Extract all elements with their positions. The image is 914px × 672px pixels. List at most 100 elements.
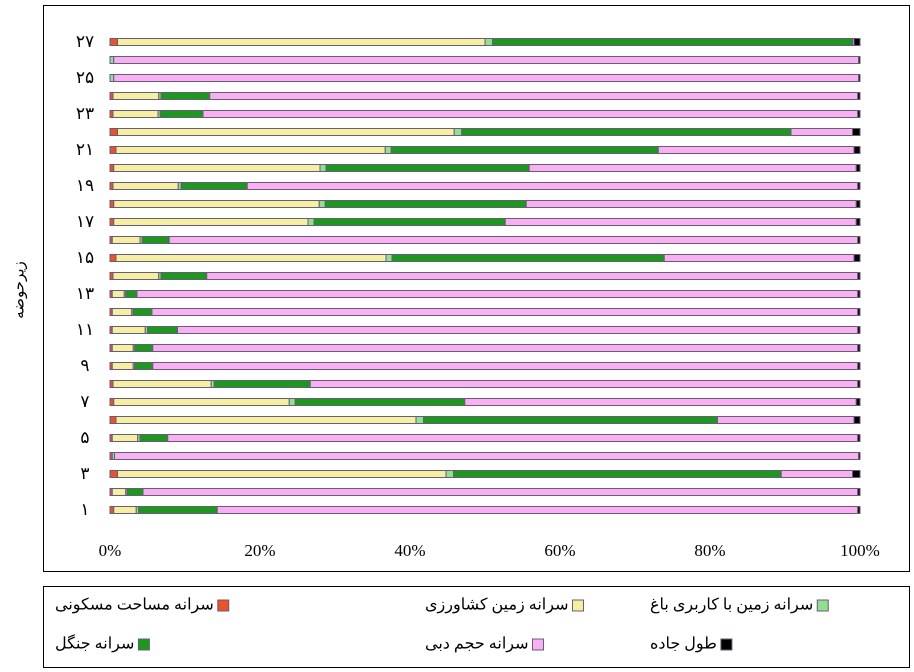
bar-segment <box>857 110 861 118</box>
bar-segment <box>853 38 861 46</box>
bar-segment <box>858 452 861 460</box>
legend-frame <box>43 586 910 668</box>
bar-segment <box>780 470 853 478</box>
bar-segment <box>857 506 861 514</box>
bar-segment <box>109 56 115 64</box>
bar-segment <box>288 398 296 406</box>
y-axis-label: زیرحوضه <box>11 261 27 319</box>
bar-segment <box>484 38 493 46</box>
legend-swatch <box>816 599 829 612</box>
bar-segment <box>141 236 170 244</box>
bar-segment <box>415 416 424 424</box>
x-tick-label: 0% <box>99 541 122 560</box>
bar-segment <box>857 488 861 496</box>
bar-segment <box>113 506 137 514</box>
bar-segment <box>855 398 861 406</box>
bar-segment <box>109 470 118 478</box>
bar-segment <box>307 218 315 226</box>
bar-segment <box>114 452 859 460</box>
bar-segment <box>324 200 527 208</box>
bar-segment <box>111 362 134 370</box>
x-tick-label: 60% <box>544 541 575 560</box>
bar-segment <box>113 74 859 82</box>
bar-segment <box>109 416 117 424</box>
bar-segment <box>294 398 466 406</box>
legend-swatch <box>137 638 150 651</box>
y-tick-label: ۱۱ <box>76 320 94 339</box>
bar-segment <box>180 182 248 190</box>
bar-segment <box>857 362 861 370</box>
legend-swatch <box>720 638 733 651</box>
bar-segment <box>857 290 861 298</box>
bar-segment <box>125 290 138 298</box>
bar-segment <box>109 38 118 46</box>
bar-segment <box>313 218 506 226</box>
bar-segment <box>109 398 115 406</box>
bar-segment <box>213 380 311 388</box>
bar-segment <box>657 146 855 154</box>
y-tick-label: ۹ <box>80 356 89 375</box>
bar-segment <box>858 74 861 82</box>
bar-segment <box>325 164 530 172</box>
bar-segment <box>853 146 861 154</box>
bar-segment <box>319 164 327 172</box>
bar-segment <box>126 488 144 496</box>
bar-segment <box>109 74 115 82</box>
bar-segment <box>857 326 861 334</box>
bar-segment <box>160 92 211 100</box>
bar-segment <box>139 434 169 442</box>
bar-segment <box>134 362 154 370</box>
x-tick-label: 100% <box>840 541 880 560</box>
bar-segment <box>109 200 115 208</box>
bar-segment <box>464 398 857 406</box>
bar-segment <box>857 434 861 442</box>
x-tick-label: 80% <box>694 541 725 560</box>
bar-segment <box>113 164 321 172</box>
bar-segment <box>117 470 447 478</box>
bar-segment <box>117 38 486 46</box>
plot-frame <box>43 5 910 572</box>
bar-segment <box>109 146 117 154</box>
y-tick-label: ۷ <box>80 392 89 411</box>
bar-segment <box>109 128 118 136</box>
bar-segment <box>309 380 859 388</box>
bar-segment <box>855 218 861 226</box>
bar-segment <box>112 110 159 118</box>
bar-segment <box>461 128 792 136</box>
bar-segment <box>112 182 179 190</box>
bar-segment <box>209 92 859 100</box>
bar-segment <box>857 92 861 100</box>
bar-segment <box>857 344 861 352</box>
bar-segment <box>853 416 861 424</box>
bar-segment <box>525 200 857 208</box>
bar-segment <box>206 272 859 280</box>
bar-segment <box>852 470 861 478</box>
bar-segment <box>111 326 146 334</box>
y-tick-label: ۲۱ <box>76 140 94 159</box>
bar-segment <box>113 56 859 64</box>
bar-segment <box>318 200 326 208</box>
bar-segment <box>117 128 455 136</box>
y-tick-label: ۲۵ <box>76 68 94 87</box>
bar-segment <box>109 254 117 262</box>
bar-segment <box>151 308 859 316</box>
bar-segment <box>857 236 861 244</box>
y-tick-label: ۱۷ <box>76 212 94 231</box>
bar-segment <box>152 344 859 352</box>
bar-segment <box>152 362 859 370</box>
bar-segment <box>246 182 859 190</box>
bar-segment <box>423 416 718 424</box>
bar-segment <box>109 218 115 226</box>
bar-segment <box>111 344 134 352</box>
y-tick-label: ۲۷ <box>76 32 94 51</box>
bar-segment <box>391 254 665 262</box>
x-tick-label: 20% <box>244 541 275 560</box>
bar-segment <box>852 128 861 136</box>
bar-segment <box>113 218 309 226</box>
bar-segment <box>113 398 290 406</box>
legend-label: سرانه جنگل <box>55 634 134 653</box>
bar-segment <box>528 164 857 172</box>
legend-swatch <box>532 638 544 651</box>
bar-segment <box>109 506 115 514</box>
